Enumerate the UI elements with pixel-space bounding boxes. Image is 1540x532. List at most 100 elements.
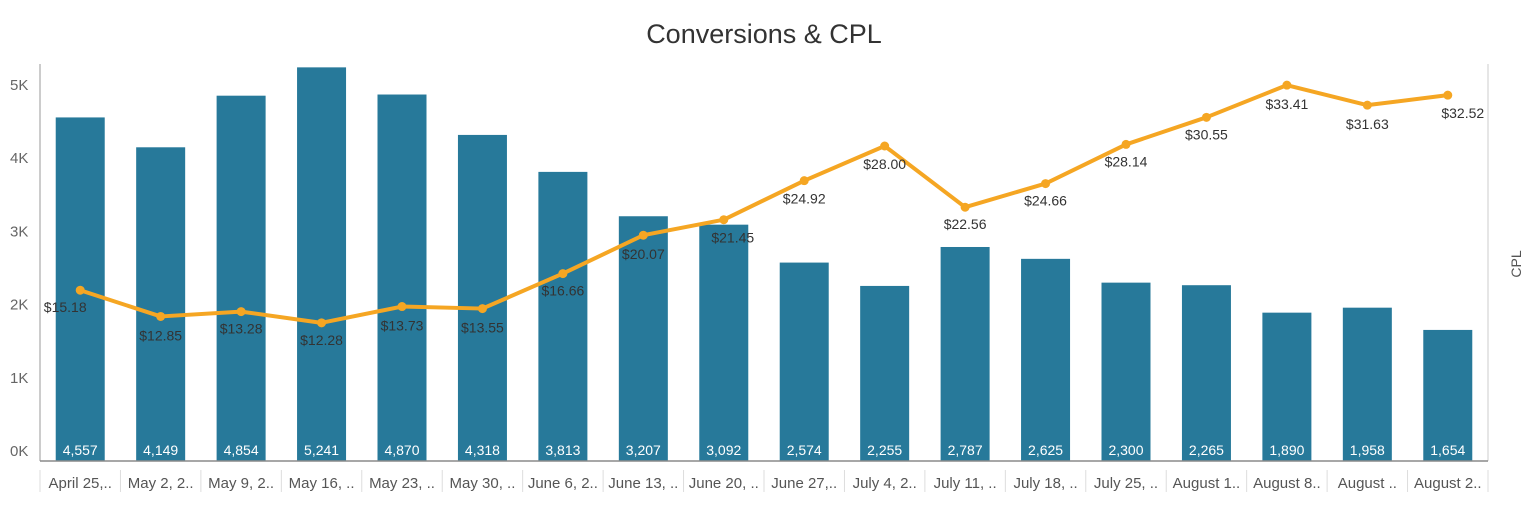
x-tick-label: June 6, 2..: [528, 475, 598, 492]
cpl-value-label: $28.00: [863, 156, 906, 172]
bar-value-label: 5,241: [304, 442, 339, 458]
cpl-point: [1282, 80, 1292, 90]
y-tick-label: 1K: [10, 370, 28, 387]
cpl-value-label: $13.73: [381, 318, 424, 334]
cpl-value-label: $33.41: [1265, 96, 1308, 112]
cpl-point: [1041, 179, 1051, 189]
x-tick-label: April 25,..: [49, 475, 112, 492]
cpl-point: [1121, 139, 1131, 149]
x-tick-label: May 2, 2..: [128, 475, 194, 492]
bar-value-label: 4,318: [465, 442, 500, 458]
y-axis-left: 0K 1K 2K 3K 4K 5K: [10, 77, 28, 460]
bar-value-label: 2,255: [867, 442, 902, 458]
bar: [1101, 282, 1151, 461]
x-axis: April 25,.. May 2, 2.. May 9, 2.. May 16, .…: [39, 470, 1489, 492]
bar: [1423, 329, 1473, 461]
cpl-point: [156, 311, 166, 321]
bar: [1021, 258, 1071, 461]
x-tick-label: August ..: [1338, 475, 1397, 492]
x-tick-label: May 16, ..: [289, 475, 355, 492]
cpl-point: [477, 304, 487, 314]
cpl-value-label: $32.52: [1441, 105, 1484, 121]
cpl-point: [1443, 90, 1453, 100]
cpl-point: [75, 285, 85, 295]
bar-value-label: 3,813: [545, 442, 580, 458]
bar-data-labels: 4,557 4,149 4,854 5,241 4,870 4,318 3,813 3,207…: [63, 442, 1466, 458]
bar-value-label: 4,870: [384, 442, 419, 458]
x-tick-label: August 2..: [1414, 475, 1482, 492]
x-tick-label: May 23, ..: [369, 475, 435, 492]
bar-value-label: 4,557: [63, 442, 98, 458]
cpl-value-label: $20.07: [622, 246, 665, 262]
bar-value-label: 2,265: [1189, 442, 1224, 458]
cpl-value-label: $12.85: [139, 327, 182, 343]
cpl-point: [960, 202, 970, 212]
x-tick-label: July 18, ..: [1013, 475, 1077, 492]
bar: [860, 285, 910, 461]
line-data-labels: $15.18 $12.85 $13.28 $12.28 $13.73 $13.55 $16.…: [44, 96, 1485, 348]
bar: [1342, 307, 1392, 461]
cpl-point: [880, 141, 890, 151]
bar-value-label: 1,958: [1350, 442, 1385, 458]
cpl-value-label: $13.55: [461, 320, 504, 336]
bar-series-conversions: [55, 67, 1473, 462]
cpl-value-label: $31.63: [1346, 116, 1389, 132]
cpl-value-label: $13.28: [220, 321, 263, 337]
cpl-line: [78, 83, 1450, 325]
bar: [779, 262, 829, 461]
line-series-cpl: [75, 80, 1453, 328]
cpl-value-label: $24.92: [783, 191, 826, 207]
cpl-value-label: $16.66: [541, 283, 584, 299]
cpl-value-label: $21.45: [711, 230, 754, 246]
bar-value-label: 2,625: [1028, 442, 1063, 458]
x-tick-label: May 30, ..: [450, 475, 516, 492]
x-tick-label: June 20, ..: [689, 475, 759, 492]
y-tick-label: 0K: [10, 443, 28, 460]
x-tick-label: May 9, 2..: [208, 475, 274, 492]
cpl-point: [1362, 100, 1372, 110]
cpl-point: [397, 302, 407, 312]
y-tick-label: 2K: [10, 297, 28, 314]
bar-value-label: 1,654: [1430, 442, 1465, 458]
chart-title: Conversions & CPL: [646, 19, 882, 49]
bar-value-label: 2,300: [1108, 442, 1143, 458]
x-tick-label: June 13, ..: [608, 475, 678, 492]
bar-value-label: 4,854: [224, 442, 259, 458]
y-axis-right-label: CPL: [1508, 250, 1524, 277]
bar: [377, 94, 427, 462]
x-tick-label: July 4, 2..: [853, 475, 917, 492]
cpl-value-label: $12.28: [300, 332, 343, 348]
cpl-point: [236, 307, 246, 317]
cpl-point: [799, 176, 809, 186]
x-tick-label: July 11, ..: [934, 475, 997, 492]
cpl-point: [558, 269, 568, 279]
bar: [618, 216, 668, 461]
bar: [538, 171, 588, 461]
axes: [39, 64, 1489, 462]
bar: [940, 246, 990, 461]
bar: [297, 67, 347, 462]
bar-value-label: 3,092: [706, 442, 741, 458]
bar: [136, 147, 186, 461]
bar: [699, 224, 749, 461]
bar: [216, 95, 266, 462]
bar-value-label: 4,149: [143, 442, 178, 458]
x-tick-label: July 25, ..: [1094, 475, 1158, 492]
cpl-value-label: $22.56: [944, 216, 987, 232]
y-tick-label: 4K: [10, 150, 28, 167]
cpl-value-label: $24.66: [1024, 193, 1067, 209]
cpl-point: [719, 215, 729, 225]
x-tick-label: August 1..: [1173, 475, 1241, 492]
cpl-point: [1201, 112, 1211, 122]
bar-value-label: 2,787: [948, 442, 983, 458]
cpl-value-label: $28.14: [1105, 153, 1148, 169]
bar: [1262, 312, 1312, 461]
cpl-value-label: $30.55: [1185, 126, 1228, 142]
x-tick-label: June 27,..: [771, 475, 837, 492]
bar-value-label: 3,207: [626, 442, 661, 458]
bar: [1181, 285, 1231, 461]
x-tick-label: August 8..: [1253, 475, 1321, 492]
y-tick-label: 3K: [10, 223, 28, 240]
